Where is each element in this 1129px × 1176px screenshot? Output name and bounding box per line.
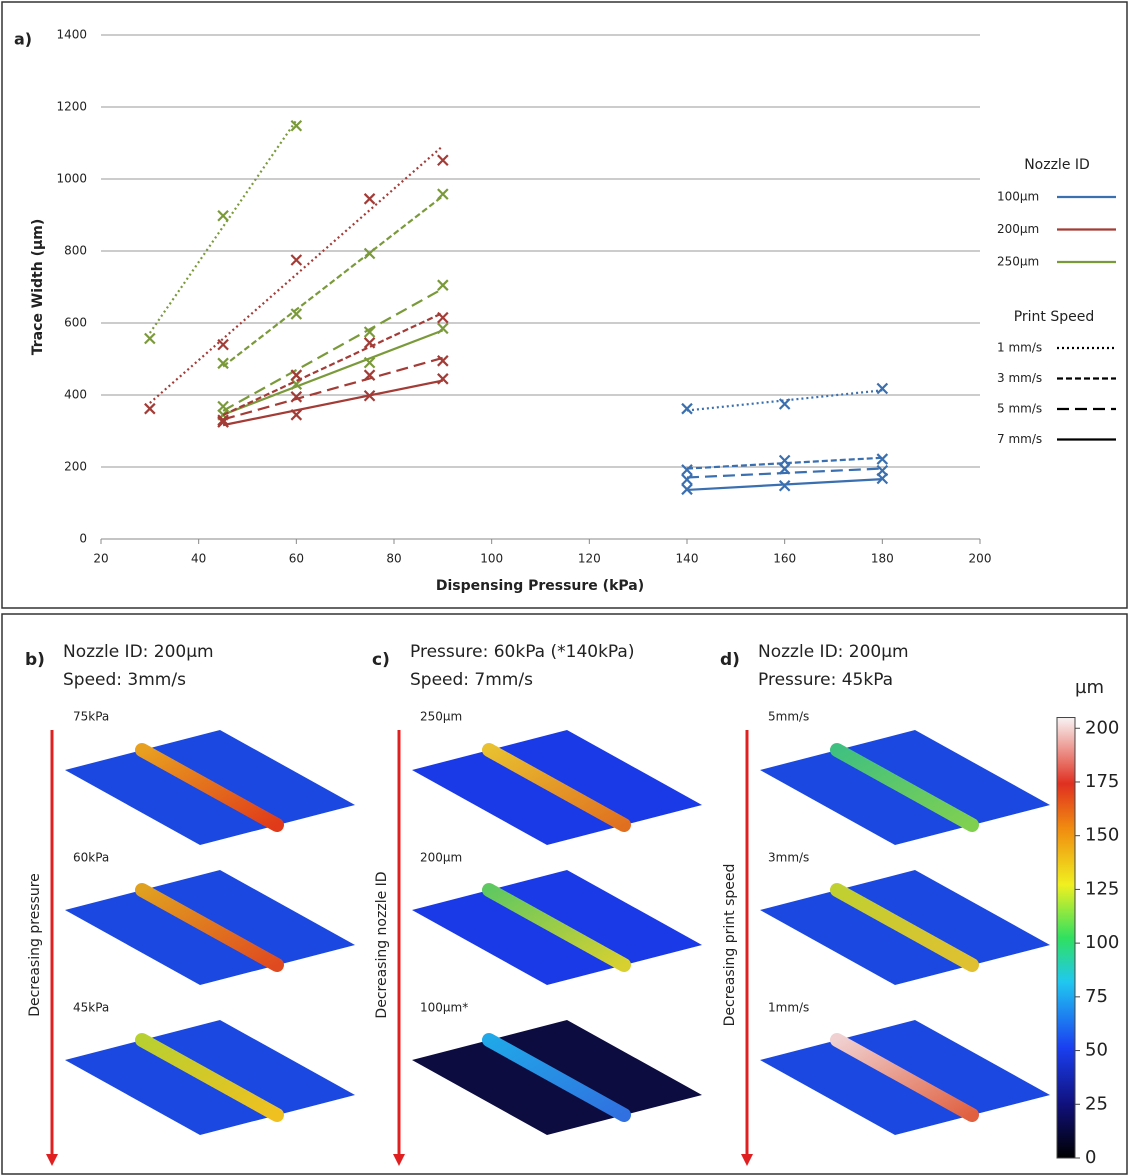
panel-header: Pressure: 45kPa [758, 670, 893, 690]
panel-label: c) [372, 650, 390, 670]
x-tick-label: 140 [676, 552, 699, 566]
y-tick-label: 1000 [56, 172, 87, 186]
x-tick-label: 120 [578, 552, 601, 566]
legend-label: 1 mm/s [997, 341, 1042, 355]
panel-header: Speed: 3mm/s [63, 670, 186, 690]
legend-label: 7 mm/s [997, 432, 1042, 446]
legend-label: 200µm [997, 222, 1039, 236]
arrow-label: Decreasing print speed [722, 864, 738, 1027]
legend-label: 100µm [997, 190, 1039, 204]
data-point [682, 475, 692, 485]
x-axis-label: Dispensing Pressure (kPa) [436, 578, 644, 594]
x-tick-label: 40 [191, 552, 206, 566]
colorbar-tick-label: 100 [1085, 932, 1119, 953]
data-point [145, 404, 155, 414]
colorbar [1057, 718, 1075, 1158]
image-label: 1mm/s [768, 1001, 809, 1015]
image-label: 200µm [420, 851, 462, 865]
trendline [223, 289, 443, 411]
trendline [150, 120, 297, 333]
image-label: 45kPa [73, 1001, 109, 1015]
image-label: 5mm/s [768, 710, 809, 724]
image-label: 60kPa [73, 851, 109, 865]
data-point [218, 340, 228, 350]
data-point [365, 194, 375, 204]
legend-label: 250µm [997, 255, 1039, 269]
y-tick-label: 200 [64, 460, 87, 474]
x-tick-label: 80 [386, 552, 401, 566]
legend-label: 5 mm/s [997, 402, 1042, 416]
panel-header: Pressure: 60kPa (*140kPa) [410, 642, 634, 662]
panel-header: Nozzle ID: 200µm [63, 642, 214, 662]
data-point [438, 155, 448, 165]
trendline [223, 313, 443, 415]
data-point [438, 323, 448, 333]
data-point [877, 454, 887, 464]
colorbar-tick-label: 75 [1085, 986, 1108, 1007]
x-tick-label: 20 [93, 552, 108, 566]
colorbar-tick-label: 200 [1085, 717, 1119, 738]
panel-label: d) [720, 650, 740, 670]
colorbar-tick-label: 25 [1085, 1093, 1108, 1114]
x-tick-label: 200 [969, 552, 992, 566]
colorbar-tick-label: 50 [1085, 1040, 1108, 1061]
data-point [780, 399, 790, 409]
legend-title: Print Speed [1014, 309, 1095, 325]
data-point [438, 356, 448, 366]
colorbar-unit: µm [1075, 677, 1104, 698]
colorbar-tick-label: 125 [1085, 878, 1119, 899]
panel-header: Nozzle ID: 200µm [758, 642, 909, 662]
panel-label: b) [25, 650, 45, 670]
y-tick-label: 1200 [56, 100, 87, 114]
data-point [682, 404, 692, 414]
trendline [687, 390, 882, 410]
arrow-label: Decreasing pressure [27, 873, 43, 1017]
colorbar-tick-label: 0 [1085, 1147, 1096, 1168]
arrow-label: Decreasing nozzle ID [374, 871, 390, 1018]
x-tick-label: 180 [871, 552, 894, 566]
trendline [223, 196, 443, 366]
legend-title: Nozzle ID [1024, 157, 1090, 173]
data-point [365, 338, 375, 348]
data-point [291, 370, 301, 380]
panel-frame [2, 2, 1127, 608]
data-point [145, 333, 155, 343]
trendline [150, 146, 443, 403]
data-point [438, 189, 448, 199]
data-point [877, 384, 887, 394]
image-label: 100µm* [420, 1001, 468, 1015]
data-point [291, 255, 301, 265]
colorbar-tick-label: 150 [1085, 825, 1119, 846]
data-point [438, 313, 448, 323]
data-point [438, 280, 448, 290]
y-tick-label: 0 [79, 532, 87, 546]
data-point [438, 374, 448, 384]
figure: a) Dispensing Pressure (kPa) Trace Width… [0, 0, 1129, 1176]
image-label: 75kPa [73, 710, 109, 724]
data-point [682, 465, 692, 475]
trendline [223, 358, 443, 420]
colorbar-tick-label: 175 [1085, 771, 1119, 792]
data-point [365, 249, 375, 259]
data-point [218, 211, 228, 221]
y-tick-label: 600 [64, 316, 87, 330]
image-label: 3mm/s [768, 851, 809, 865]
panel-header: Speed: 7mm/s [410, 670, 533, 690]
y-tick-label: 800 [64, 244, 87, 258]
legend-label: 3 mm/s [997, 371, 1042, 385]
x-tick-label: 160 [773, 552, 796, 566]
y-tick-label: 1400 [56, 28, 87, 42]
x-tick-label: 60 [289, 552, 304, 566]
y-axis-label: Trace Width (µm) [30, 219, 46, 356]
panel-label: a) [14, 30, 32, 49]
data-point [291, 392, 301, 402]
image-label: 250µm [420, 710, 462, 724]
y-tick-label: 400 [64, 388, 87, 402]
x-tick-label: 100 [480, 552, 503, 566]
